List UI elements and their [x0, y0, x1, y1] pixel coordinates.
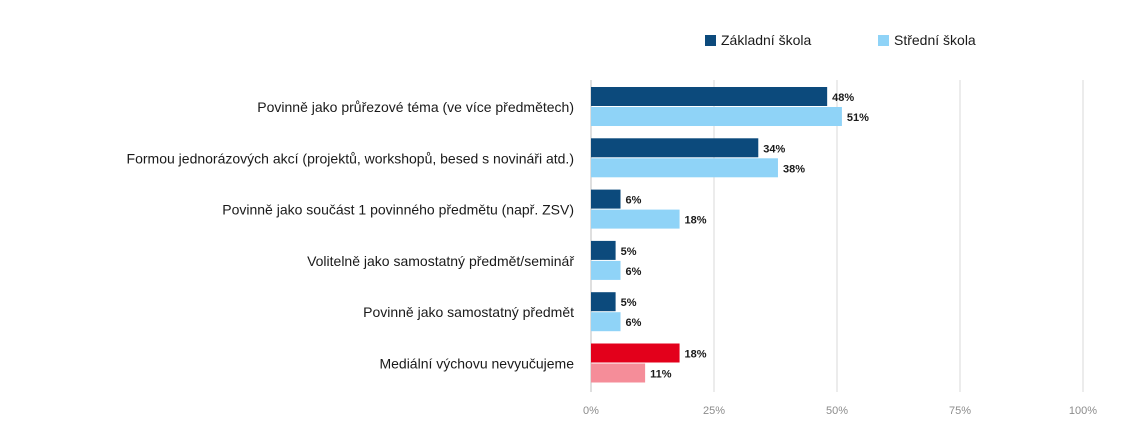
- data-label: 6%: [626, 195, 642, 207]
- category-label: Volitelně jako samostatný předmět/seminá…: [307, 253, 574, 269]
- legend-label: Střední škola: [894, 32, 976, 48]
- data-label: 48%: [832, 92, 854, 104]
- data-label: 6%: [626, 317, 642, 329]
- x-tick-label: 25%: [703, 405, 725, 417]
- x-tick-label: 100%: [1069, 405, 1097, 417]
- bar: [591, 87, 828, 106]
- category-label: Povinně jako samostatný předmět: [363, 304, 574, 320]
- bar: [591, 158, 778, 178]
- data-label: 51%: [847, 112, 869, 124]
- data-label: 5%: [621, 246, 637, 258]
- category-label: Mediální výchovu nevyučujeme: [379, 356, 574, 372]
- legend-swatch: [878, 35, 889, 46]
- category-labels: Povinně jako průřezové téma (ve více pře…: [127, 99, 575, 372]
- data-label: 38%: [783, 163, 805, 175]
- value-labels: 48% 51% 34% 38% 6% 18% 5% 6% 5% 6% 18% 11%: [621, 92, 870, 381]
- bar: [591, 343, 680, 363]
- bar: [591, 209, 680, 229]
- x-tick-label: 75%: [949, 405, 971, 417]
- category-label: Povinně jako součást 1 povinného předmět…: [222, 202, 574, 218]
- gridlines: [590, 80, 1084, 392]
- data-label: 6%: [626, 266, 642, 278]
- legend-swatch: [705, 35, 716, 46]
- legend-label: Základní škola: [721, 32, 811, 48]
- bar: [591, 292, 616, 312]
- x-axis-ticks: 0% 25% 50% 75% 100%: [583, 405, 1097, 417]
- bar: [591, 260, 621, 280]
- data-label: 18%: [685, 215, 707, 227]
- bar: [591, 312, 621, 332]
- x-tick-label: 50%: [826, 405, 848, 417]
- category-label: Formou jednorázových akcí (projektů, wor…: [127, 150, 574, 166]
- bar: [591, 189, 621, 209]
- data-label: 18%: [685, 349, 707, 361]
- bar: [591, 363, 646, 383]
- data-label: 11%: [650, 369, 672, 381]
- category-label: Povinně jako průřezové téma (ve více pře…: [257, 99, 574, 115]
- bars: [591, 87, 842, 383]
- bar: [591, 240, 616, 260]
- data-label: 34%: [763, 143, 785, 155]
- x-tick-label: 0%: [583, 405, 599, 417]
- legend: Základní škola Střední škola: [705, 32, 976, 48]
- data-label: 5%: [621, 297, 637, 309]
- bar: [591, 107, 842, 126]
- bar: [591, 138, 759, 158]
